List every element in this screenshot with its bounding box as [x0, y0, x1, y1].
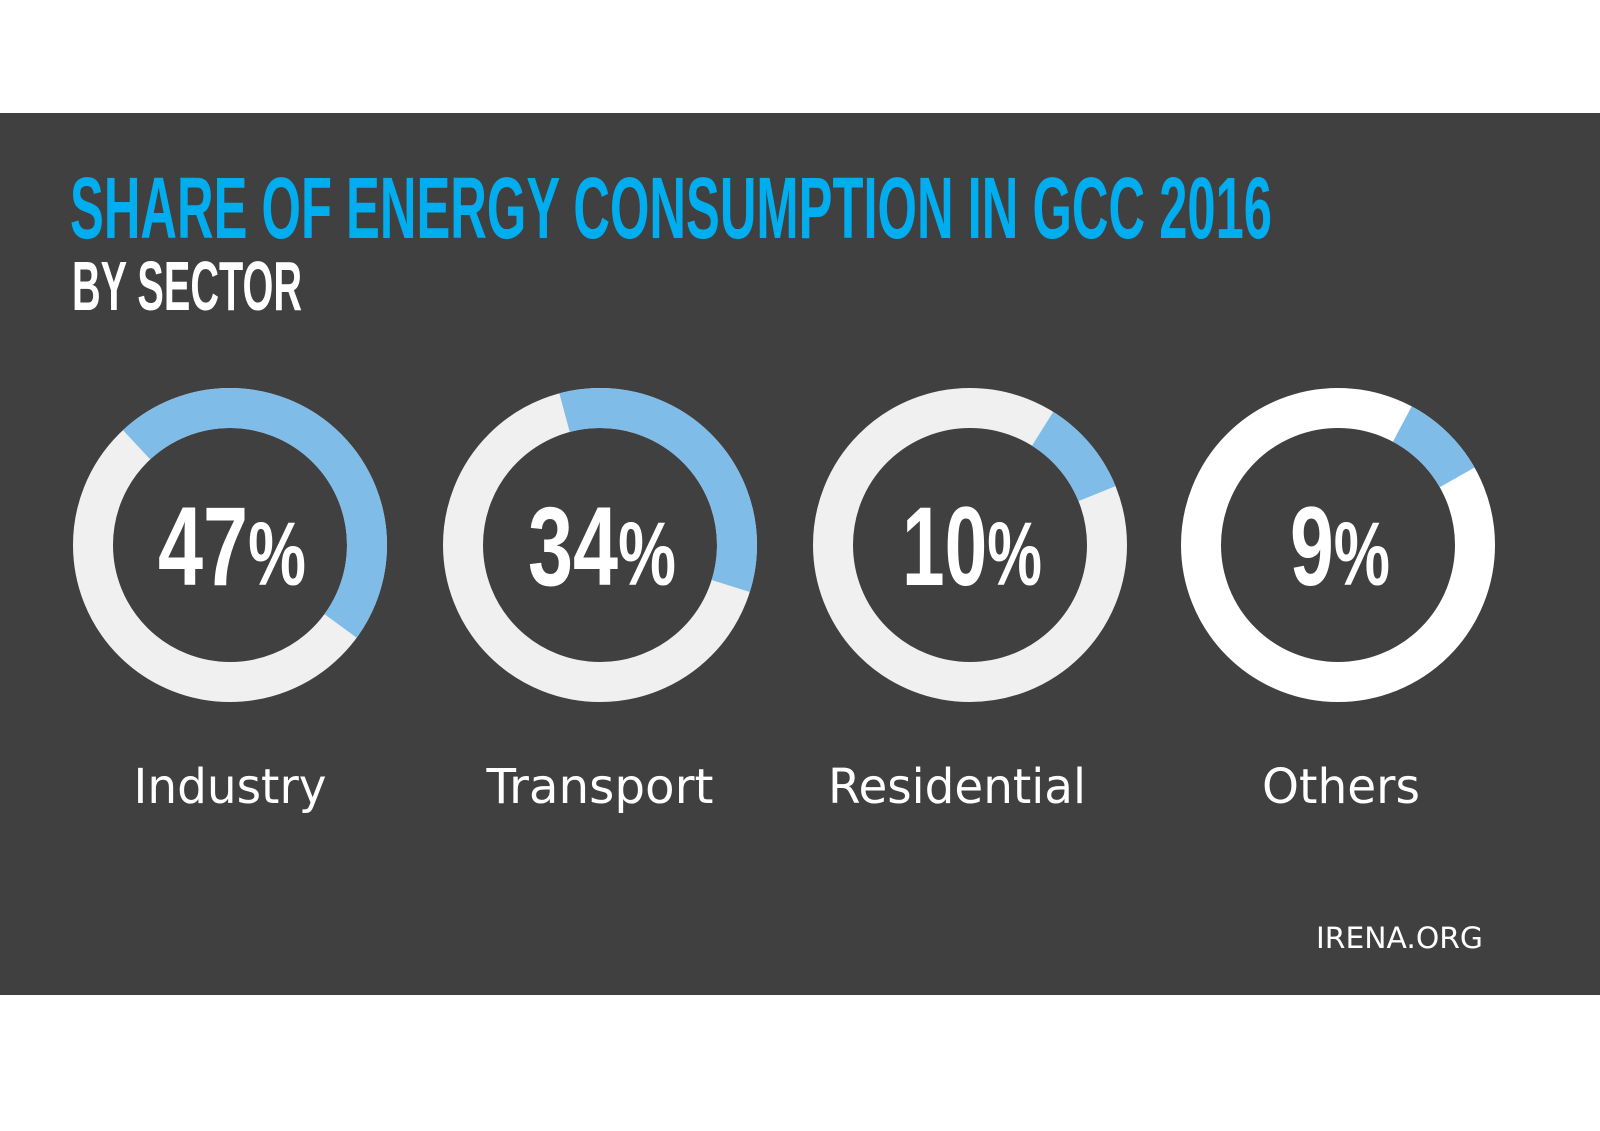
category-label: Transport [485, 759, 713, 815]
category-label: Residential [828, 759, 1086, 815]
donut-transport: 34% Transport [443, 387, 757, 815]
donut-industry: 47% Industry [73, 387, 388, 815]
value-label: 47% [158, 484, 306, 609]
value-number: 47 [158, 484, 248, 609]
donut-ring [813, 388, 1127, 702]
donut-others: 9% Others [1181, 388, 1495, 815]
donut-segment [122, 387, 388, 638]
value-label: 34% [528, 484, 676, 609]
donut-segment [559, 387, 757, 592]
value-unit: % [987, 505, 1042, 605]
value-unit: % [618, 505, 676, 605]
value-label: 9% [1290, 484, 1390, 609]
background-band [0, 113, 1600, 995]
donut-residential: 10% Residential [813, 388, 1127, 815]
source-label: IRENA.ORG [1316, 921, 1483, 955]
donut-segment [1392, 406, 1475, 488]
value-number: 9 [1290, 484, 1334, 609]
value-number: 10 [902, 484, 987, 609]
chart-subtitle: BY SECTOR [72, 247, 302, 325]
value-number: 34 [528, 484, 618, 609]
category-label: Industry [134, 759, 327, 815]
donut-segment [1032, 411, 1116, 502]
chart-title: SHARE OF ENERGY CONSUMPTION IN GCC 2016 [70, 160, 1272, 257]
value-label: 10% [902, 484, 1042, 609]
category-label: Others [1262, 759, 1420, 815]
value-unit: % [1334, 505, 1390, 605]
donut-ring [1181, 388, 1495, 702]
value-unit: % [248, 505, 306, 605]
